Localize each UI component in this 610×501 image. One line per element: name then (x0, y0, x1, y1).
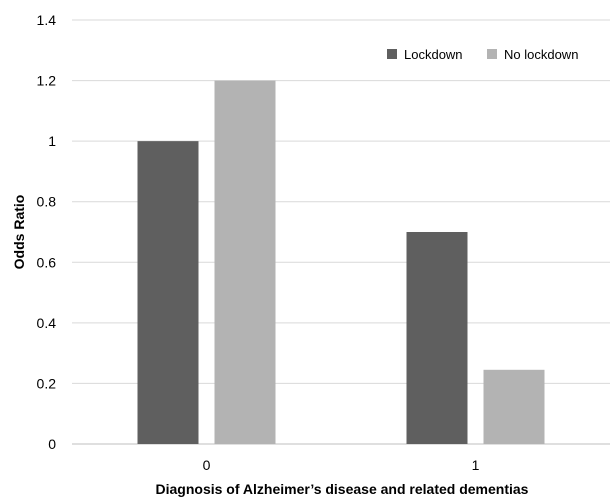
bar-no-lockdown-1 (483, 369, 545, 444)
legend: Lockdown No lockdown (387, 47, 578, 62)
legend-label-no-lockdown: No lockdown (504, 47, 578, 62)
y-tick-label: 1.4 (37, 12, 57, 28)
y-tick-label: 0.8 (37, 194, 57, 210)
y-tick-label: 0 (48, 436, 56, 452)
y-tick-label: 1.2 (37, 73, 57, 89)
x-tick-label: 0 (203, 457, 211, 473)
bars (137, 80, 545, 445)
y-tick-label: 0.2 (37, 375, 57, 391)
bar-lockdown-1 (406, 232, 468, 444)
y-tick-label: 0.6 (37, 254, 57, 270)
x-axis-title: Diagnosis of Alzheimer’s disease and rel… (156, 481, 529, 497)
y-axis-title: Odds Ratio (11, 195, 27, 270)
y-tick-label: 0.4 (37, 315, 57, 331)
legend-label-lockdown: Lockdown (404, 47, 463, 62)
bar-lockdown-0 (137, 141, 199, 444)
y-tick-label: 1 (48, 133, 56, 149)
legend-swatch-lockdown (387, 49, 397, 59)
y-axis-ticks: 0 0.2 0.4 0.6 0.8 1 1.2 1.4 (37, 12, 57, 452)
legend-swatch-no-lockdown (487, 49, 497, 59)
x-tick-label: 1 (472, 457, 480, 473)
bar-no-lockdown-0 (214, 80, 276, 445)
